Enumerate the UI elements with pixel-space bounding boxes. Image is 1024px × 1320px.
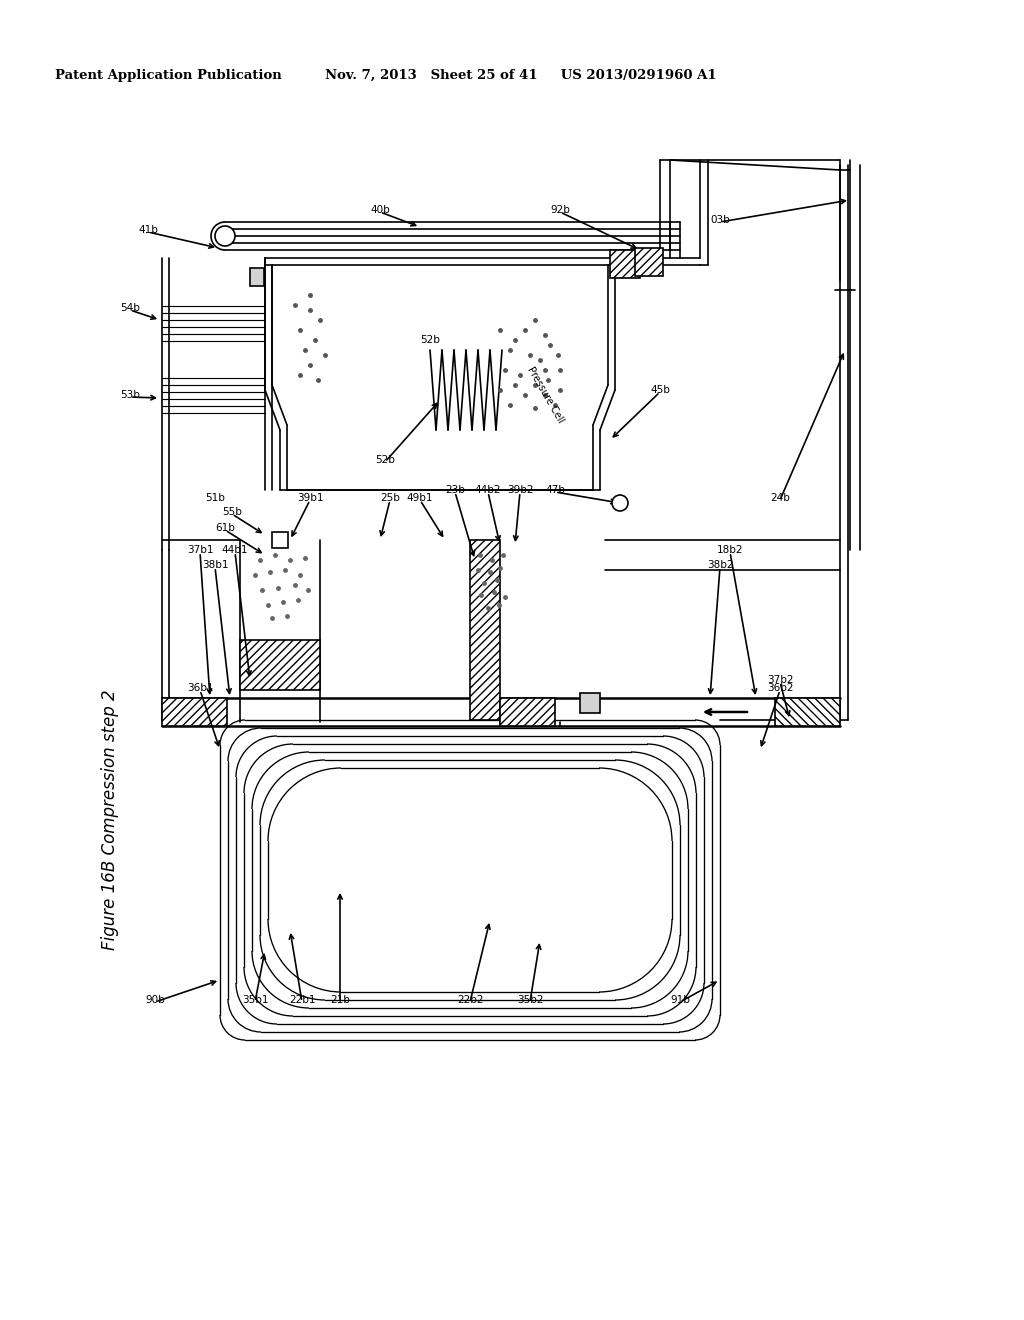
Text: 61b: 61b xyxy=(215,523,234,533)
Text: 51b: 51b xyxy=(205,492,225,503)
Text: 44b2: 44b2 xyxy=(475,484,502,495)
Text: 47b: 47b xyxy=(545,484,565,495)
Text: 38b2: 38b2 xyxy=(707,560,733,570)
Text: 91b: 91b xyxy=(670,995,690,1005)
Text: 36b2: 36b2 xyxy=(767,682,794,693)
Bar xyxy=(240,640,319,690)
Text: Figure 16B Compression step 2: Figure 16B Compression step 2 xyxy=(101,689,119,950)
Text: 45b: 45b xyxy=(650,385,670,395)
Text: 92b: 92b xyxy=(550,205,570,215)
Bar xyxy=(470,540,500,719)
Text: 49b1: 49b1 xyxy=(407,492,433,503)
Text: 22b2: 22b2 xyxy=(457,995,483,1005)
Text: Pressure Cell: Pressure Cell xyxy=(525,366,565,425)
Text: Nov. 7, 2013   Sheet 25 of 41     US 2013/0291960 A1: Nov. 7, 2013 Sheet 25 of 41 US 2013/0291… xyxy=(325,69,717,82)
Circle shape xyxy=(215,226,234,246)
Text: 52b: 52b xyxy=(375,455,395,465)
Bar xyxy=(162,698,227,726)
Text: 23b: 23b xyxy=(445,484,465,495)
Bar xyxy=(610,249,640,279)
Bar xyxy=(500,698,555,726)
Text: 39b1: 39b1 xyxy=(297,492,324,503)
Text: 90b: 90b xyxy=(145,995,165,1005)
Text: 55b: 55b xyxy=(222,507,242,517)
Text: 41b: 41b xyxy=(138,224,158,235)
Text: 24b: 24b xyxy=(770,492,790,503)
Text: 44b1: 44b1 xyxy=(222,545,248,554)
Text: 03b: 03b xyxy=(710,215,730,224)
Text: 54b: 54b xyxy=(120,304,140,313)
Text: 35b1: 35b1 xyxy=(242,995,268,1005)
Text: 53b: 53b xyxy=(120,389,140,400)
Text: 37b1: 37b1 xyxy=(186,545,213,554)
Text: 40b: 40b xyxy=(370,205,390,215)
Text: Patent Application Publication: Patent Application Publication xyxy=(55,69,282,82)
Text: 22b1: 22b1 xyxy=(289,995,315,1005)
Bar xyxy=(775,698,840,726)
Text: 21b: 21b xyxy=(330,995,350,1005)
Text: 35b2: 35b2 xyxy=(517,995,544,1005)
Bar xyxy=(250,268,264,286)
Text: 25b: 25b xyxy=(380,492,400,503)
Bar xyxy=(272,532,288,548)
Text: 36b1: 36b1 xyxy=(186,682,213,693)
Text: 38b1: 38b1 xyxy=(202,560,228,570)
Text: 52b: 52b xyxy=(420,335,440,345)
Bar xyxy=(580,693,600,713)
Text: 37b2: 37b2 xyxy=(767,675,794,685)
Bar xyxy=(635,248,663,276)
Text: 39b2: 39b2 xyxy=(507,484,534,495)
Circle shape xyxy=(612,495,628,511)
Text: 18b2: 18b2 xyxy=(717,545,743,554)
